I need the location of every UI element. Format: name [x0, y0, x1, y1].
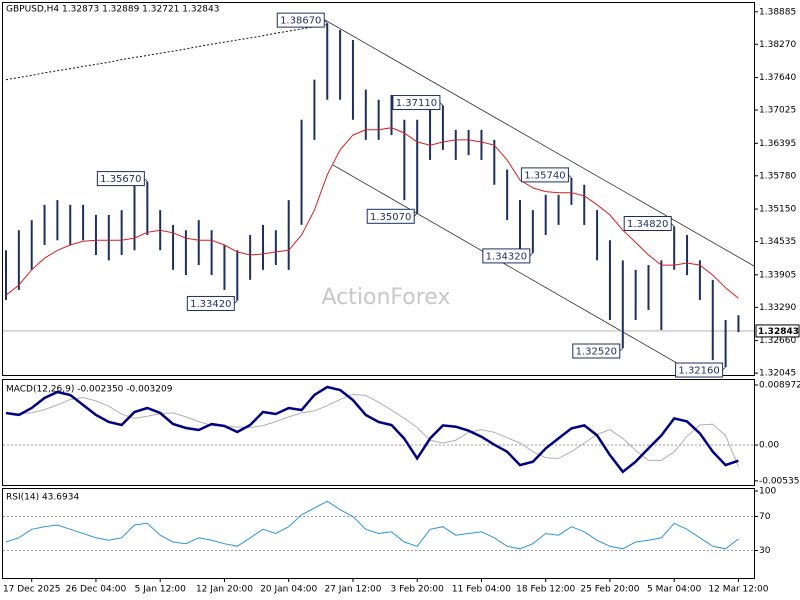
y-tick-label: -0.005356: [759, 476, 800, 486]
y-tick-label: 1.33290: [759, 303, 796, 313]
annotation-label: 1.35670: [100, 174, 141, 185]
series-line: [5, 385, 739, 474]
y-tick-label: 0.008972: [759, 381, 800, 391]
panel-title: RSI(14) 43.6934: [6, 493, 79, 503]
annotation-box: [675, 362, 724, 378]
annotation-box: [186, 295, 235, 311]
y-tick-label: 1.35780: [759, 171, 796, 181]
x-tick-label: 27 Jan 12:00: [324, 585, 381, 595]
last-price-box: [755, 324, 800, 338]
annotation-box: [572, 343, 621, 359]
annotation-box: [366, 208, 415, 224]
panel-title: MACD(12,26,9) -0.002350 -0.003209: [6, 385, 173, 395]
y-tick-label: 1.32045: [759, 369, 796, 379]
x-tick-label: 11 Feb 04:00: [452, 585, 511, 595]
annotation-label: 1.32520: [576, 347, 617, 358]
last-price-label: 1.32843: [758, 327, 799, 337]
y-tick-label: 30: [759, 546, 771, 556]
y-tick-label: 1.38270: [759, 40, 796, 50]
series-line: [5, 127, 739, 299]
annotation-box: [623, 216, 672, 232]
y-tick-label: 1.37640: [759, 73, 796, 83]
y-tick-label: 1.36395: [759, 139, 796, 149]
watermark: ActionForex: [322, 285, 451, 310]
series-line: [5, 393, 739, 467]
y-tick-label: 0.00: [759, 441, 779, 451]
x-tick-label: 18 Feb 12:00: [516, 585, 575, 595]
x-tick-label: 3 Feb 20:00: [391, 585, 445, 595]
price-panel: [2, 2, 755, 376]
y-tick-label: 1.33905: [759, 270, 796, 280]
annotation-box: [392, 95, 441, 111]
x-tick-label: 17 Dec 2025: [3, 585, 61, 595]
panel-title: GBPUSD,H4 1.32873 1.32889 1.32721 1.3284…: [6, 5, 219, 15]
y-tick-label: 1.32660: [759, 336, 796, 346]
annotation-leader: [144, 178, 148, 182]
annotation-label: 1.32160: [678, 366, 719, 377]
channel-line: [324, 19, 755, 267]
annotation-box: [482, 248, 531, 264]
x-tick-label: 26 Dec 04:00: [66, 585, 127, 595]
y-tick-label: 1.38885: [759, 7, 796, 17]
y-tick-label: 1.37025: [759, 106, 796, 116]
annotation-box: [96, 171, 145, 187]
x-tick-label: 20 Jan 04:00: [260, 585, 317, 595]
annotation-label: 1.34820: [627, 219, 668, 230]
y-tick-label: 1.35150: [759, 205, 796, 215]
channel-line: [332, 164, 683, 367]
x-tick-label: 25 Feb 20:00: [580, 585, 639, 595]
x-tick-label: 12 Mar 12:00: [708, 585, 768, 595]
annotation-label: 1.37110: [396, 98, 437, 109]
macd-panel: [2, 379, 755, 486]
annotation-label: 1.35070: [370, 212, 411, 223]
annotation-label: 1.33420: [190, 299, 231, 310]
y-tick-label: 70: [759, 512, 771, 522]
series-line: [5, 500, 739, 550]
y-tick-label: 100: [759, 487, 776, 497]
x-tick-label: 12 Jan 20:00: [196, 585, 253, 595]
annotation-box: [520, 167, 569, 183]
x-tick-label: 5 Jan 12:00: [135, 585, 187, 595]
y-tick-label: 1.34535: [759, 237, 796, 247]
annotation-label: 1.34320: [486, 251, 527, 262]
annotation-box: [276, 12, 325, 28]
annotation-label: 1.35740: [524, 170, 565, 181]
x-tick-label: 5 Mar 04:00: [647, 585, 702, 595]
annotation-label: 1.38670: [280, 16, 321, 27]
